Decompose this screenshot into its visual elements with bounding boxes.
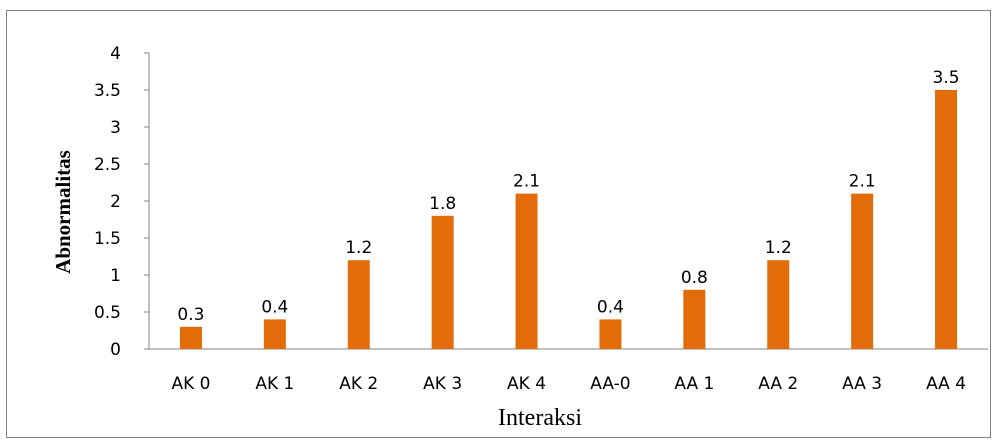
y-tick-label: 3.5: [94, 81, 121, 101]
x-tick-label: AK 2: [339, 374, 378, 394]
x-tick-label: AK 1: [255, 374, 294, 394]
y-axis-title: Abnormalitas: [51, 150, 75, 274]
bar-value-label: 1.2: [765, 238, 792, 258]
x-tick-label: AK 0: [171, 374, 210, 394]
y-axis: 0 0.5 1 1.5 2 2.5 3 3.5 4: [94, 44, 150, 360]
bar: [683, 289, 706, 349]
x-axis-title: Interaksi: [498, 405, 582, 431]
x-tick-label: AA 3: [842, 374, 882, 394]
bar: [767, 260, 790, 349]
x-axis: AK 0 AK 1 AK 2 AK 3 AK 4 AA-0 AA 1 AA 2 AA 3 AA 4: [149, 348, 988, 394]
chart-frame: [6, 10, 991, 438]
y-tick-label: 2: [110, 192, 121, 212]
bar-value-label: 0.4: [261, 297, 288, 317]
y-tick-label: 1.5: [94, 229, 121, 249]
y-tick-label: 0: [110, 340, 121, 360]
bar: [515, 193, 538, 349]
bar-value-label: 0.8: [681, 268, 708, 288]
bars: [179, 90, 958, 349]
y-tick-label: 4: [110, 44, 121, 64]
y-tick-label: 2.5: [94, 155, 121, 175]
bar-value-label: 0.3: [177, 305, 204, 325]
bar-value-label: 3.5: [933, 68, 960, 88]
bar: [263, 319, 286, 349]
x-tick-label: AK 4: [507, 374, 546, 394]
bar: [347, 260, 370, 349]
bar: [431, 215, 454, 349]
x-tick-label: AA 2: [758, 374, 798, 394]
bar: [935, 90, 958, 349]
bar-value-label: 2.1: [513, 172, 540, 192]
data-labels: 0.3 0.4 1.2 1.8 2.1 0.4 0.8 1.2 2.1 3.5: [177, 68, 959, 325]
bar-value-label: 0.4: [597, 297, 624, 317]
bar-value-label: 1.8: [429, 194, 456, 214]
x-tick-label: AK 3: [423, 374, 462, 394]
bar: [599, 319, 622, 349]
y-tick-label: 3: [110, 118, 121, 138]
bar-value-label: 2.1: [849, 172, 876, 192]
x-tick-label: AA 1: [674, 374, 714, 394]
x-tick-label: AA-0: [590, 374, 630, 394]
bar: [179, 326, 202, 349]
y-tick-label: 0.5: [94, 303, 121, 323]
bar: [851, 193, 874, 349]
bar-value-label: 1.2: [345, 238, 372, 258]
x-tick-label: AA 4: [926, 374, 966, 394]
y-tick-label: 1: [110, 266, 121, 286]
